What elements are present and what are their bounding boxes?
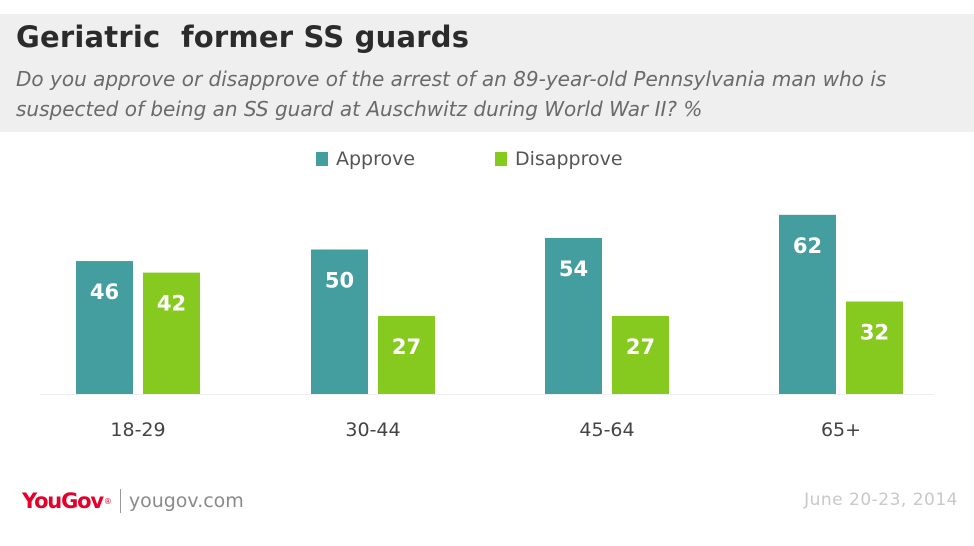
legend-item-disapprove: Disapprove	[495, 146, 623, 172]
value-label-disapprove-65+: 32	[860, 321, 889, 345]
bar-disapprove-30-44	[378, 315, 435, 394]
value-label-approve-65+: 62	[793, 234, 822, 258]
value-label-disapprove-30-44: 27	[392, 335, 421, 359]
legend-label-approve: Approve	[336, 148, 416, 170]
bar-approve-18-29	[76, 261, 133, 394]
chart-legend: Approve Disapprove	[0, 146, 974, 172]
logo-divider	[119, 489, 121, 513]
value-label-approve-45-64: 54	[559, 257, 588, 281]
category-label-30-44: 30-44	[345, 419, 400, 441]
bar-approve-65+	[779, 214, 836, 394]
bar-approve-45-64	[545, 237, 602, 394]
logo-registered-mark: ®	[103, 496, 112, 506]
value-label-disapprove-18-29: 42	[157, 292, 186, 316]
legend-item-approve: Approve	[316, 146, 415, 172]
category-label-65+: 65+	[821, 419, 861, 441]
bar-disapprove-45-64	[612, 315, 669, 394]
bar-approve-30-44	[311, 249, 368, 394]
category-label-45-64: 45-64	[579, 419, 634, 441]
legend-swatch-disapprove	[495, 152, 507, 166]
category-label-18-29: 18-29	[110, 419, 165, 441]
logo-text-gov: Gov	[61, 489, 104, 513]
logo-text-you: You	[22, 489, 62, 513]
value-label-approve-30-44: 50	[325, 269, 354, 293]
chart-title: Geriatric former SS guards	[16, 20, 470, 54]
value-label-approve-18-29: 46	[90, 280, 119, 304]
value-label-disapprove-45-64: 27	[626, 335, 655, 359]
legend-swatch-approve	[316, 152, 328, 166]
survey-date: June 20-23, 2014	[804, 490, 958, 510]
chart-subtitle: Do you approve or disapprove of the arre…	[16, 67, 887, 121]
source-url: yougov.com	[128, 490, 244, 512]
bar-disapprove-18-29	[143, 272, 200, 394]
legend-label-disapprove: Disapprove	[515, 148, 623, 170]
yougov-logo: You Gov ® yougov.com	[22, 486, 244, 516]
bar-disapprove-65+	[846, 301, 903, 394]
chart-header: Geriatric former SS guards Do you approv…	[0, 14, 974, 132]
